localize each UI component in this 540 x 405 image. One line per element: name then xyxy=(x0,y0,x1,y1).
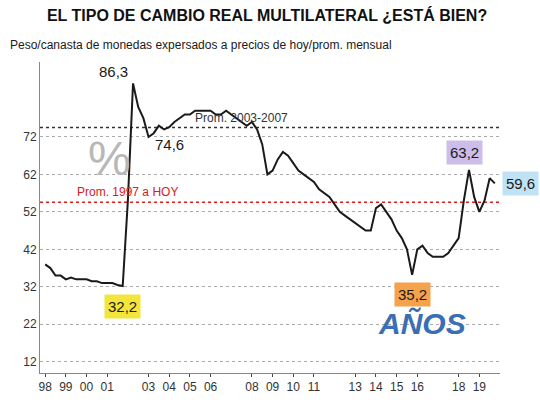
svg-text:04: 04 xyxy=(163,380,177,394)
svg-text:Prom. 1997 a HOY: Prom. 1997 a HOY xyxy=(77,185,178,199)
svg-text:09: 09 xyxy=(266,380,280,394)
svg-text:18: 18 xyxy=(452,380,466,394)
svg-text:86,3: 86,3 xyxy=(99,63,128,80)
svg-text:72: 72 xyxy=(23,130,37,144)
svg-text:42: 42 xyxy=(23,243,37,257)
svg-text:35,2: 35,2 xyxy=(398,286,427,303)
svg-text:AÑOS: AÑOS xyxy=(378,307,466,340)
svg-text:74,6: 74,6 xyxy=(155,136,184,153)
svg-text:13: 13 xyxy=(349,380,363,394)
svg-text:12: 12 xyxy=(23,355,37,369)
svg-text:Prom. 2003-2007: Prom. 2003-2007 xyxy=(195,111,288,125)
svg-text:32,2: 32,2 xyxy=(108,298,137,315)
svg-text:62: 62 xyxy=(23,168,37,182)
svg-text:%: % xyxy=(88,132,131,185)
svg-text:08: 08 xyxy=(245,380,259,394)
svg-text:06: 06 xyxy=(204,380,218,394)
svg-text:15: 15 xyxy=(390,380,404,394)
svg-text:22: 22 xyxy=(23,317,37,331)
svg-text:EL TIPO DE CAMBIO REAL MULTILA: EL TIPO DE CAMBIO REAL MULTILATERAL ¿EST… xyxy=(47,6,487,24)
svg-text:11: 11 xyxy=(308,380,321,394)
svg-text:63,2: 63,2 xyxy=(450,144,479,161)
svg-text:59,6: 59,6 xyxy=(506,175,535,192)
svg-text:05: 05 xyxy=(183,380,197,394)
svg-text:10: 10 xyxy=(287,380,301,394)
svg-text:19: 19 xyxy=(473,380,487,394)
svg-text:16: 16 xyxy=(411,380,425,394)
svg-text:03: 03 xyxy=(142,380,156,394)
svg-text:98: 98 xyxy=(38,380,52,394)
svg-text:00: 00 xyxy=(80,380,94,394)
svg-text:Peso/canasta de monedas expers: Peso/canasta de monedas expersados a pre… xyxy=(10,38,392,52)
svg-text:32: 32 xyxy=(23,280,37,294)
svg-text:14: 14 xyxy=(369,380,383,394)
svg-text:01: 01 xyxy=(101,380,115,394)
svg-text:99: 99 xyxy=(59,380,73,394)
svg-text:52: 52 xyxy=(23,205,37,219)
